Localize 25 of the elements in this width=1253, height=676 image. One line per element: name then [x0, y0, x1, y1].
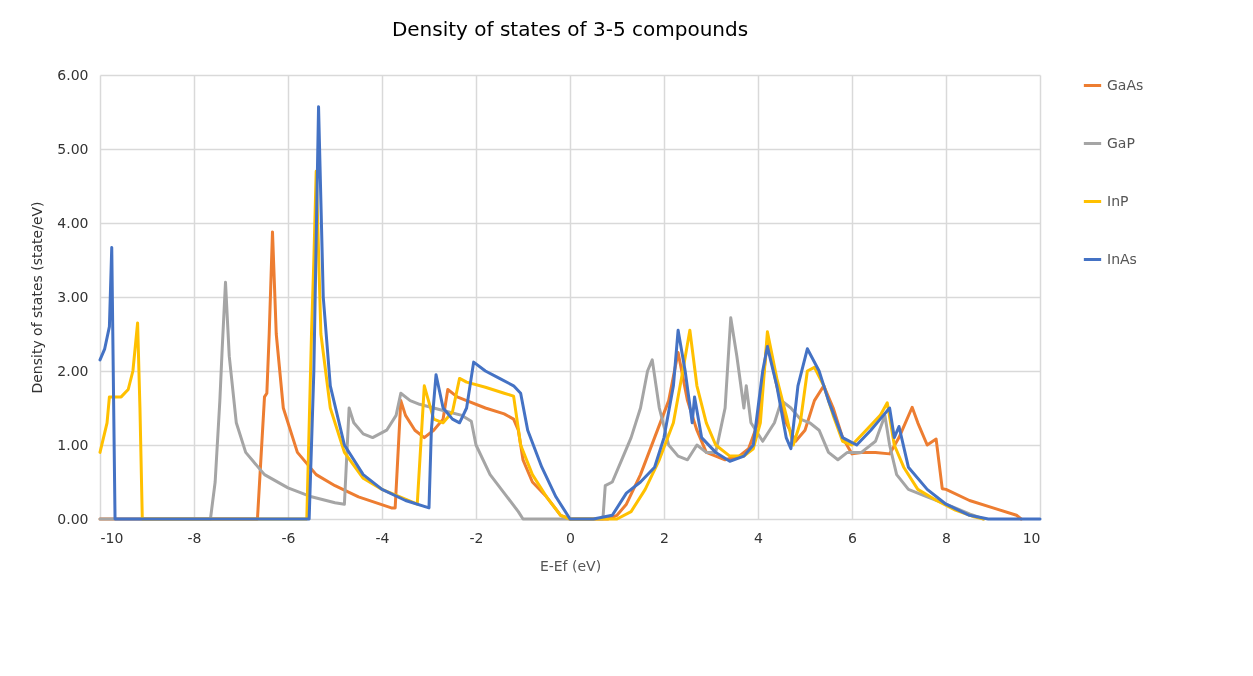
- legend-label: InP: [1107, 192, 1129, 209]
- legend-label: GaP: [1107, 134, 1135, 151]
- x-tick-label: 4: [754, 529, 764, 546]
- y-tick-label: 0.00: [57, 510, 89, 527]
- x-tick-label: -4: [375, 529, 390, 546]
- x-tick-label: 8: [942, 529, 951, 546]
- chart-title: Density of states of 3-5 compounds: [391, 17, 749, 41]
- y-tick-label: 1.00: [57, 436, 89, 453]
- x-axis-title: E-Ef (eV): [539, 557, 602, 574]
- x-tick-label: 2: [660, 529, 669, 546]
- y-axis-title: Density of states (state/eV): [29, 201, 46, 394]
- y-tick-label: 3.00: [57, 288, 89, 305]
- y-tick-label: 2.00: [57, 362, 89, 379]
- x-tick-label: 10: [1022, 529, 1041, 546]
- y-tick-label: 6.00: [57, 66, 89, 83]
- x-tick-label: 6: [848, 529, 858, 546]
- x-tick-label: -2: [469, 529, 484, 546]
- legend-label: GaAs: [1107, 76, 1144, 93]
- x-tick-label: -6: [281, 529, 296, 546]
- legend-label: InAs: [1107, 250, 1137, 267]
- x-tick-label: -10: [100, 529, 124, 546]
- x-tick-label: -8: [187, 529, 202, 546]
- y-tick-label: 4.00: [57, 214, 89, 231]
- y-tick-label: 5.00: [57, 140, 89, 157]
- x-tick-label: 0: [566, 529, 575, 546]
